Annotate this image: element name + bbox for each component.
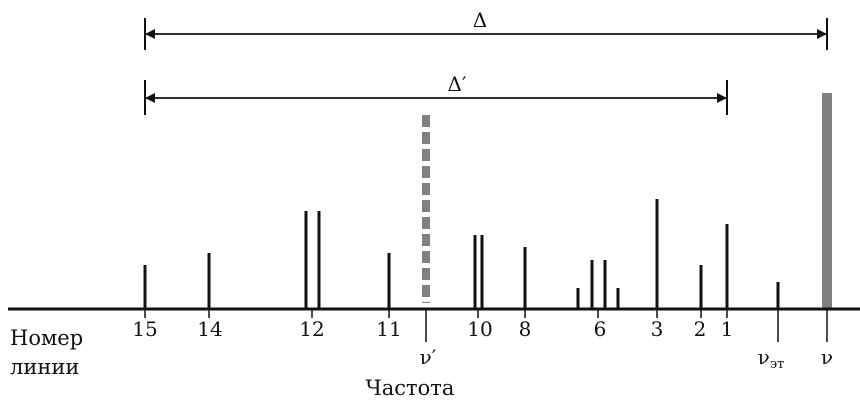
- line-number-6: 6: [594, 317, 607, 341]
- delta-dimension: Δ: [144, 8, 828, 50]
- line-number-15: 15: [132, 317, 157, 341]
- line-number-10: 10: [467, 317, 492, 341]
- nu-line: [822, 93, 832, 308]
- nu-ref-label: νэт: [758, 345, 785, 372]
- line-number-14: 14: [197, 317, 222, 341]
- line-number-8: 8: [519, 317, 532, 341]
- line-number-11: 11: [376, 317, 401, 341]
- delta-prime-dimension: Δ′: [144, 72, 728, 115]
- nu-ref-symbol: ν: [758, 345, 770, 369]
- row-label-line2: линии: [10, 355, 79, 379]
- line-number-2: 2: [694, 317, 707, 341]
- nu-prime-label: ν′: [420, 345, 437, 369]
- nu-label: ν: [821, 345, 833, 369]
- line-number-3: 3: [651, 317, 664, 341]
- nu-ref-subscript: эт: [770, 357, 784, 372]
- axis-ticks: [144, 310, 828, 342]
- row-label-line1: Номер: [10, 326, 83, 350]
- delta-prime-label: Δ′: [448, 72, 467, 96]
- spectral-lines: [143, 199, 780, 308]
- line-number-12: 12: [299, 317, 324, 341]
- line-number-1: 1: [721, 317, 734, 341]
- delta-label: Δ: [473, 8, 487, 32]
- axis-title: Частота: [366, 376, 455, 400]
- line-number-labels: 15 14 12 11 10 8 6 3 2 1: [132, 317, 733, 341]
